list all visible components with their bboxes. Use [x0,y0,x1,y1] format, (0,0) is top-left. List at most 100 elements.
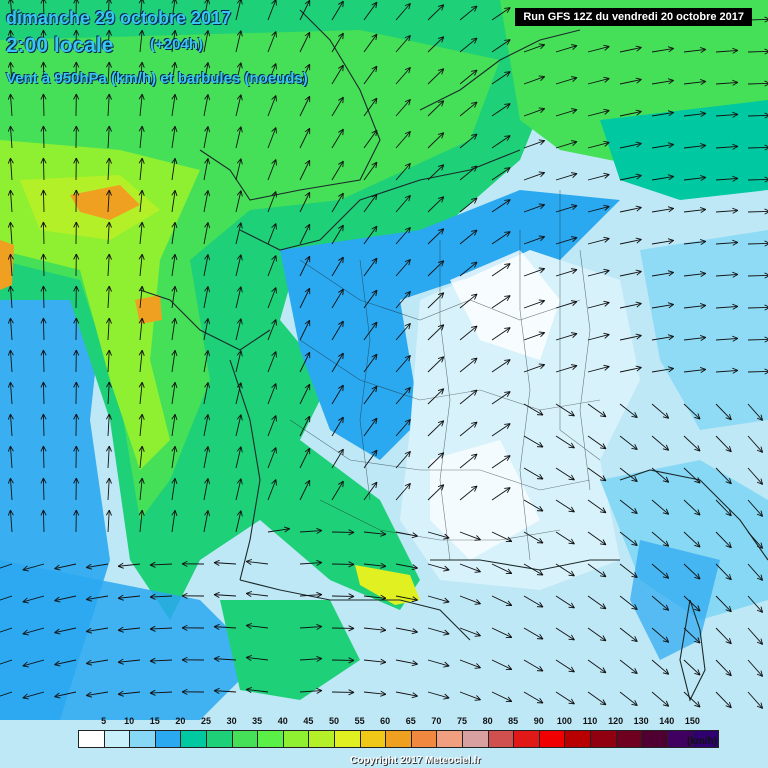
wind-arrow-shaft [747,146,768,149]
wind-arrow-head [599,447,606,450]
forecast-lead-time: (+204h) [150,36,203,53]
wind-arrow-shaft [715,595,732,613]
wind-arrow-head [108,61,112,68]
wind-arrow-head [760,574,764,581]
wind-arrow-head [141,445,145,452]
departmental-borders [289,190,601,561]
wind-arrow-shaft [459,453,478,469]
wind-arrow-head [22,697,29,700]
wind-arrow-head [572,205,578,210]
wind-arrow-head [697,477,701,484]
coast-north-sea [419,29,581,111]
wind-arrow-shaft [683,563,701,580]
wind-arrow-shaft [9,350,13,373]
wind-arrow-shaft [9,318,13,341]
wind-arrow-shaft [331,0,344,21]
wind-arrow-head [631,607,638,611]
wind-arrow-head [635,301,642,304]
wind-arrow-head [572,237,578,242]
wind-arrow-shaft [299,530,322,533]
wind-arrow-head [604,110,610,115]
wind-arrow-head [138,0,142,4]
wind-arrow-head [506,167,511,174]
wind-arrow-shaft [395,67,411,85]
wind-arrow-shaft [683,499,701,516]
wind-arrow-head [304,95,310,101]
wind-arrow-head [73,157,77,164]
wind-arrow-shaft [747,114,768,117]
wind-arrow-head [408,323,411,330]
wind-arrow-head [665,508,670,515]
wind-arrow-head [411,599,418,603]
wind-arrow-shaft [267,319,277,341]
wind-arrow-shaft [395,627,418,633]
wind-arrow-shaft [363,321,378,341]
wind-arrow-head [371,1,378,6]
wind-arrow-shaft [555,595,575,609]
wind-arrow-head [236,62,242,68]
wind-arrow-head [636,143,642,148]
wind-arrow-head [662,512,669,515]
wind-arrow-head [236,94,242,100]
wind-arrow-shaft [523,364,545,373]
wind-arrow-head [342,193,344,200]
wind-arrow-head [342,385,344,392]
wind-arrow-head [437,260,444,263]
wind-arrow-head [138,413,143,420]
wind-arrow-head [441,324,445,331]
wind-arrow-head [181,592,188,597]
wind-arrow-head [474,635,481,637]
wind-arrow-head [245,593,252,598]
wind-arrow-head [174,94,178,101]
wind-arrow-head [602,603,607,609]
wind-arrow-head [540,204,546,210]
wind-arrow-head [538,171,545,174]
wind-arrow-head [7,253,11,260]
wind-arrow-shaft [619,143,642,149]
wind-arrow-shaft [54,595,77,602]
wind-arrow-head [604,206,610,211]
wind-arrow-shaft [555,205,578,213]
wind-arrow-shaft [555,467,575,481]
wind-arrow-head [732,111,739,115]
wind-arrow-head [105,221,110,228]
wind-arrow-head [40,61,44,68]
wind-arrow-head [603,332,610,335]
wind-arrow-head [108,317,112,324]
wind-arrow-head [635,77,642,80]
wind-arrow-head [174,318,178,325]
wind-arrow-shaft [395,227,411,245]
wind-arrow-head [700,335,706,338]
wind-arrow-head [437,68,444,71]
wind-arrow-head [471,5,478,8]
wind-arrow-head [204,414,209,420]
wind-arrow-head [348,660,355,664]
wind-arrow-shaft [459,563,481,573]
wind-arrow-head [75,317,80,324]
wind-arrow-head [207,62,211,69]
wind-arrow-shaft [0,563,13,569]
wind-arrow-head [117,690,124,695]
wind-arrow-shaft [363,257,378,277]
wind-arrow-head [171,253,176,260]
wind-arrow-shaft [235,126,242,149]
wind-arrow-head [725,545,732,549]
wind-arrow-shaft [363,161,378,181]
wind-arrow-head [474,69,478,76]
wind-arrow-head [236,30,242,36]
wind-arrow-shaft [747,595,763,613]
wind-arrow-shaft [363,353,378,373]
wind-arrow-head [86,691,92,696]
wind-arrow-head [236,0,241,4]
wind-arrow-shaft [587,270,610,277]
wind-arrow-head [408,355,411,362]
wind-arrow-head [471,485,478,488]
wind-arrow-head [408,35,411,42]
wind-arrow-head [474,101,478,108]
wind-arrow-shaft [203,94,209,117]
wind-arrow-shaft [203,318,209,341]
wind-arrow-head [599,415,606,418]
wind-arrow-head [141,317,145,324]
wind-arrow-shaft [331,256,344,277]
wind-arrow-head [732,146,739,150]
